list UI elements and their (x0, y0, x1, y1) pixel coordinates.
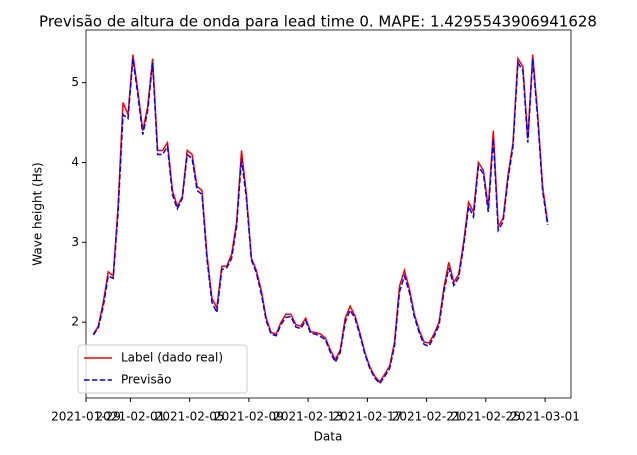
x-axis-label: Data (314, 430, 343, 444)
y-tick-label: 5 (71, 75, 79, 89)
legend: Label (dado real) Previsão (77, 344, 248, 394)
legend-box (77, 344, 248, 394)
series-line (92, 58, 549, 385)
x-tick-label: 2021-02-21 (392, 410, 462, 424)
x-tick-label: 2021-02-25 (451, 410, 521, 424)
y-tick-label: 2 (71, 315, 79, 329)
legend-label: Label (dado real) (121, 351, 223, 365)
x-tick-label: 2021-02-13 (273, 410, 343, 424)
axes-frame (85, 29, 572, 399)
x-tick-label: 2021-02-05 (155, 410, 225, 424)
legend-label: Previsão (121, 373, 171, 387)
x-tick-label: 2021-01-29 (51, 410, 121, 424)
chart-title: Previsão de altura de onda para lead tim… (39, 13, 597, 31)
x-tick-label: 2021-02-01 (96, 410, 166, 424)
y-tick-label: 3 (71, 235, 79, 249)
y-tick-label: 4 (71, 155, 79, 169)
x-tick-label: 2021-02-09 (214, 410, 284, 424)
y-axis-label: Wave height (Hs) (31, 162, 45, 265)
x-tick-label: 2021-03-01 (510, 410, 580, 424)
x-tick-label: 2021-02-17 (332, 410, 402, 424)
